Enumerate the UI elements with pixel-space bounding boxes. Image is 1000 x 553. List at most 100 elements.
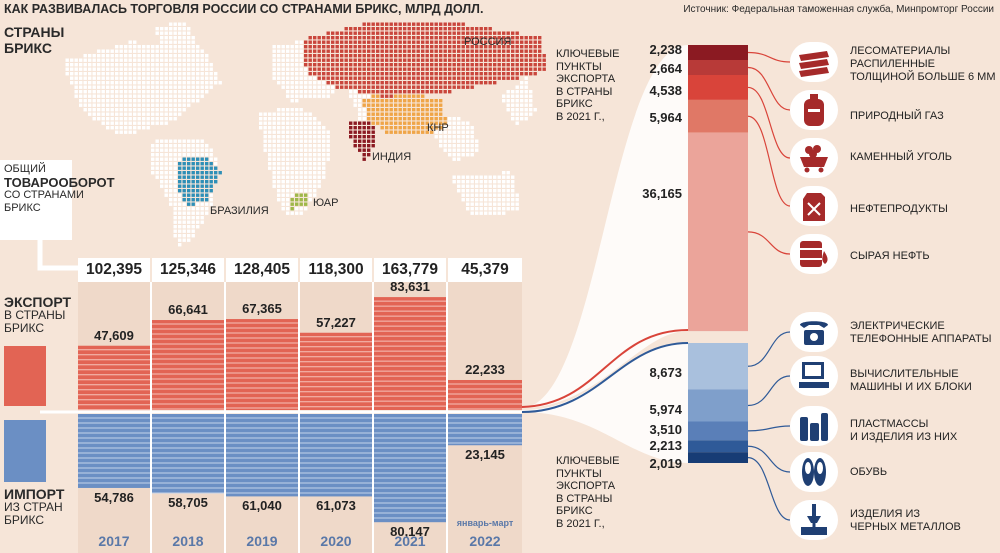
turnover-connector [37,240,78,271]
import-value-label: 58,705 [168,495,208,511]
coal-cart-icon [790,138,838,178]
export-label: ЭКСПОРТ В СТРАНЫ БРИКС [4,294,72,335]
import-connector [747,331,791,367]
import-key-value: 2,213 [649,438,682,453]
export-value-label: 83,631 [390,279,430,295]
item-line: МАШИНЫ И ИХ БЛОКИ [850,381,972,393]
item-line: ТОЛЩИНОЙ БОЛЬШЕ 6 ММ [850,71,996,83]
item-line: ЧЕРНЫХ МЕТАЛЛОВ [850,521,961,533]
export-key-segment [688,75,748,100]
key-line: КЛЮЧЕВЫЕ [556,48,620,60]
import-item-label: ОБУВЬ [850,466,888,478]
key-line: КЛЮЧЕВЫЕ [556,455,620,467]
lumber-icon [790,42,838,82]
brics-map [65,22,546,247]
import-line: ИЗ СТРАН [4,500,63,514]
import-connector [747,456,791,521]
import-bar [300,414,372,497]
year-label: 2022 [469,533,501,549]
export-value-label: 47,609 [94,327,134,343]
import-flow-line [521,342,689,413]
item-line: ЭЛЕКТРИЧЕСКИЕ [850,320,945,332]
total-value: 118,300 [300,258,372,282]
map-heading-line: СТРАНЫ [4,24,65,40]
computer-icon [790,356,838,396]
import-value-label: 54,786 [94,489,134,505]
export-line: БРИКС [4,321,45,335]
key-line: ПУНКТЫ [556,467,602,480]
key-line: БРИКС [556,98,593,110]
map-heading: СТРАНЫ БРИКС [4,24,64,56]
import-key-segment [688,452,748,463]
export-bar [152,320,224,410]
export-connector [747,115,791,207]
import-key-segment [688,343,748,390]
item-line: ПЛАСТМАССЫ [850,418,929,430]
import-value-label: 61,073 [316,498,356,514]
import-legend-swatch [4,420,46,482]
import-item-label: ЭЛЕКТРИЧЕСКИЕ ТЕЛЕФОННЫЕ АППАРАТЫ [850,320,991,346]
export-bar [374,297,446,410]
year-note: январь-март [456,518,514,528]
country-label-china: КНР [427,122,449,134]
import-connector [747,375,791,407]
import-key-title: КЛЮЧЕВЫЕ ПУНКТЫ ЭКСПОРТА В СТРАНЫ БРИКС … [556,455,619,530]
import-bar [78,414,150,488]
gas-cylinder-icon [790,90,838,130]
import-key-segment [688,389,748,422]
item-line: ВЫЧИСЛИТЕЛЬНЫЕ [850,368,959,380]
turnover-line: ОБЩИЙ [4,163,46,175]
year-label: 2019 [246,533,278,549]
export-key-value: 4,538 [649,83,682,98]
export-line: В СТРАНЫ [4,308,66,322]
year-label: 2017 [98,533,130,549]
year-label: 2018 [172,533,204,549]
export-bar [78,345,150,410]
metal-hook-icon [790,500,838,540]
export-legend-swatch [4,346,46,406]
export-line: ЭКСПОРТ [4,294,72,310]
import-bar [448,414,522,446]
export-value-label: 66,641 [168,302,208,318]
turnover-label: ОБЩИЙ ТОВАРООБОРОТ СО СТРАНАМИ БРИКС [4,163,115,215]
import-funnel [522,343,688,463]
shoes-icon [790,452,838,492]
key-line: ЭКСПОРТА [556,480,616,492]
year-label: 2020 [320,533,352,549]
chart-title: КАК РАЗВИВАЛАСЬ ТОРГОВЛЯ РОССИИ СО СТРАН… [4,2,484,16]
import-key-value: 2,019 [649,456,682,471]
export-key-segment [688,99,748,133]
export-key-segment [688,132,748,332]
canister-icon [790,186,838,226]
export-flow-line [521,329,689,408]
export-key-value: 5,964 [649,110,682,125]
export-bar [226,319,298,410]
export-key-segment [688,60,748,75]
import-label: ИМПОРТ ИЗ СТРАН БРИКС [4,487,64,527]
world-dot-map [65,22,546,247]
key-line: В 2021 Г., [556,517,605,530]
key-line: ЭКСПОРТА [556,73,616,85]
import-key-value: 5,974 [649,402,682,417]
key-line: В СТРАНЫ [556,85,613,98]
year-label: 2021 [394,533,426,549]
import-value-label: 61,040 [242,498,282,514]
total-value: 45,379 [448,258,522,282]
import-key-segment [688,440,748,453]
export-value-label: 57,227 [316,314,356,330]
import-bar [152,414,224,494]
import-line: БРИКС [4,513,45,527]
import-item-label: ПЛАСТМАССЫ И ИЗДЕЛИЯ ИЗ НИХ [850,418,957,444]
export-item-label: ЛЕСОМАТЕРИАЛЫ РАСПИЛЕННЫЕ ТОЛЩИНОЙ БОЛЬШ… [850,45,996,84]
map-heading-line: БРИКС [4,40,52,56]
export-funnel [522,45,688,408]
export-key-value: 2,238 [649,42,682,57]
source-note: Источник: Федеральная таможенная служба,… [683,4,994,15]
country-label-brazil: БРАЗИЛИЯ [210,205,269,217]
import-key-segment [688,421,748,441]
turnover-label-box [0,160,72,240]
country-label-russia: РОССИЯ [464,36,512,48]
import-bar [226,414,298,497]
item-line: ИЗДЕЛИЯ ИЗ [850,508,921,520]
